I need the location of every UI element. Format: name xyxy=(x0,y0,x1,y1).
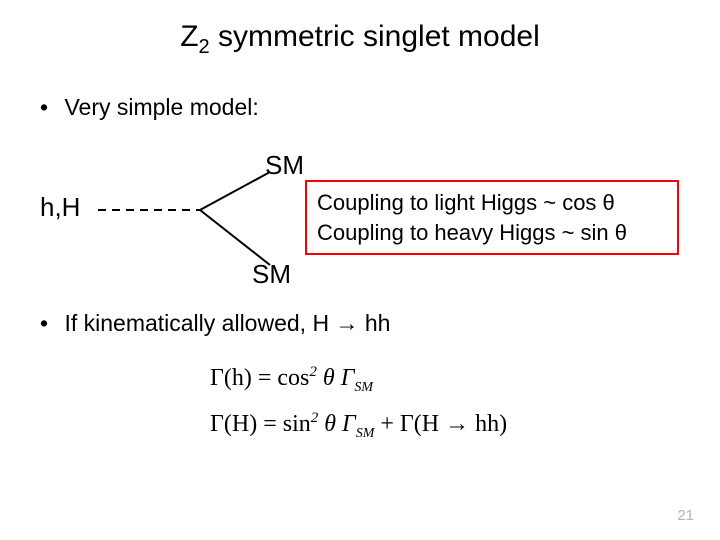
slide-title: Z2 symmetric singlet model xyxy=(0,20,720,59)
f2-sin: sin xyxy=(283,411,311,437)
f1-lhs: Γ(h) = xyxy=(210,365,277,391)
f2-sub: SM xyxy=(356,425,375,440)
formula-block: Γ(h) = cos2 θ ΓSM Γ(H) = sin2 θ ΓSM + Γ(… xyxy=(210,356,507,447)
formula-gamma-h: Γ(h) = cos2 θ ΓSM xyxy=(210,356,507,402)
f1-sup: 2 xyxy=(309,364,317,380)
f2-theta: θ Γ xyxy=(318,411,355,437)
f2-tail: + Γ(H → hh) xyxy=(374,411,507,437)
coupling-line-1: Coupling to light Higgs ~ cos θ xyxy=(317,188,667,218)
outgoing-leg-top xyxy=(200,172,270,210)
bullet-kinematically: If kinematically allowed, H → hh xyxy=(40,310,390,337)
coupling-box: Coupling to light Higgs ~ cos θ Coupling… xyxy=(305,180,679,255)
bullet-simple-model: Very simple model: xyxy=(40,94,259,121)
title-prefix: Z xyxy=(180,20,198,53)
f1-cos: cos xyxy=(277,365,309,391)
f1-theta: θ Γ xyxy=(317,365,354,391)
f1-sub: SM xyxy=(354,380,373,395)
title-rest: symmetric singlet model xyxy=(210,20,540,53)
formula-gamma-H: Γ(H) = sin2 θ ΓSM + Γ(H → hh) xyxy=(210,402,507,448)
title-subscript: 2 xyxy=(199,36,210,58)
sm-label-top: SM xyxy=(265,150,304,181)
hH-label: h,H xyxy=(40,192,80,223)
f2-lhs: Γ(H) = xyxy=(210,411,283,437)
page-number: 21 xyxy=(677,507,694,524)
outgoing-leg-bottom xyxy=(200,210,270,265)
sm-label-bottom: SM xyxy=(252,259,291,290)
coupling-line-2: Coupling to heavy Higgs ~ sin θ xyxy=(317,218,667,248)
